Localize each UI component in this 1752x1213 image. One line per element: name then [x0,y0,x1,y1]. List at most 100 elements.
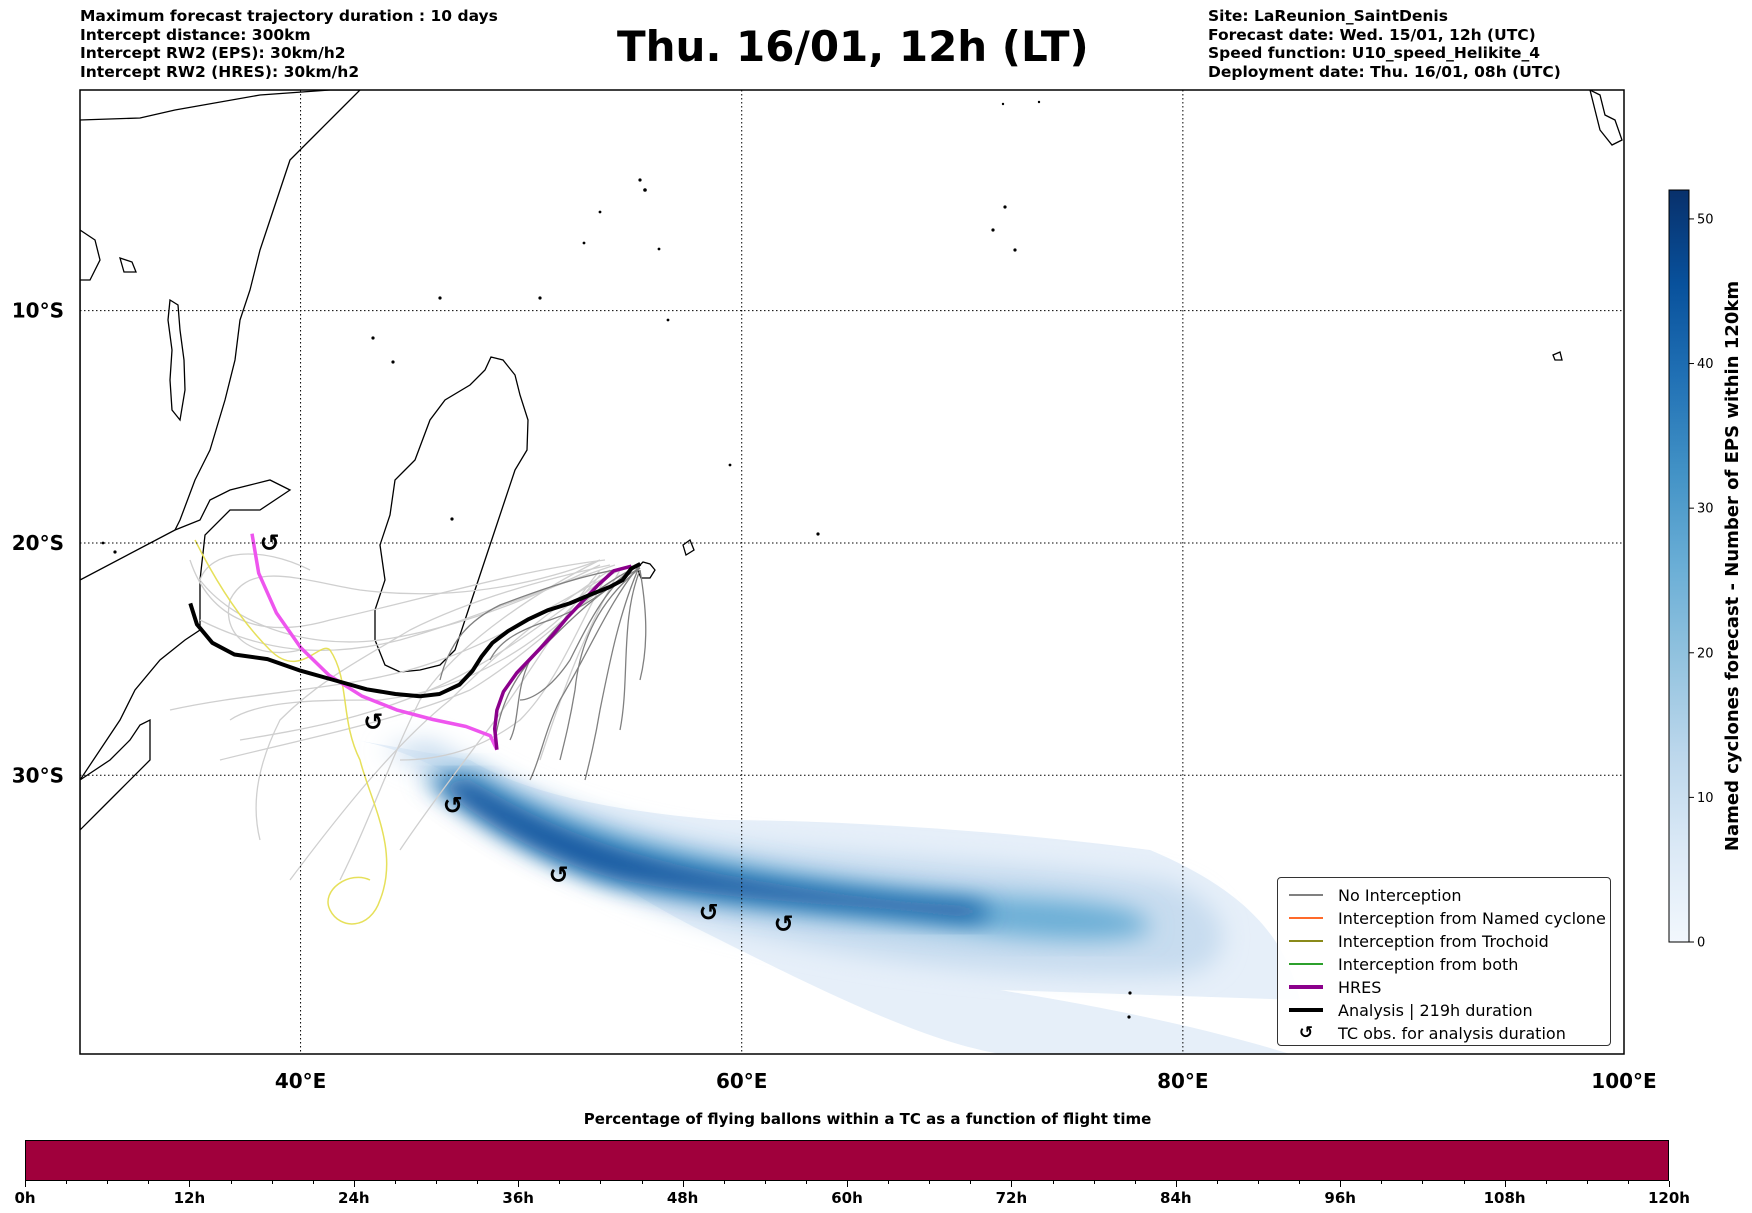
flight-time-tick-mark [436,1181,437,1184]
legend-item: ↺ TC obs. for analysis duration [1278,1022,1566,1044]
colorbar-tick-label: 0 [1697,936,1705,951]
flight-time-tick-mark [230,1181,232,1184]
colorbar-tick-label: 30 [1697,502,1714,517]
flight-time-tick-mark [847,1181,848,1187]
plume-peak [430,780,990,921]
flight-time-tick-label: 0h [14,1189,36,1207]
tc-obs-marker: ↺ [260,529,280,557]
flight-time-tick-mark [1340,1181,1342,1187]
deployment-date-text: Deployment date: Thu. 16/01, 08h (UTC) [1208,62,1561,81]
legend-label: Analysis | 219h duration [1338,1000,1533,1020]
legend-swatch [1286,940,1326,942]
speed-function-text: Speed function: U10_speed_Helikite_4 [1208,44,1541,62]
flight-time-tick-mark [1463,1181,1465,1184]
forecast-date-text: Forecast date: Wed. 15/01, 12h (UTC) [1208,25,1536,44]
flight-time-tick-mark [1175,1181,1177,1187]
flight-time-tick-mark [723,1181,725,1184]
colorbar-label: Named cyclones forecast - Number of EPS … [1722,281,1743,851]
flight-time-tick-mark [970,1181,972,1184]
lake-nyasa [167,298,186,422]
flight-time-tick-mark [1052,1181,1054,1184]
gridlines [80,90,1624,1054]
flight-time-tick-mark [353,1181,355,1187]
flight-time-tick-mark [1299,1181,1301,1184]
hres-light-track [250,533,499,751]
flight-time-tick-mark [189,1181,191,1187]
flight-time-tick-mark [929,1181,931,1184]
flight-time-tick-mark [1258,1181,1259,1184]
y-tick-label: 20°S [12,531,64,555]
colorbar [1668,189,1690,943]
flight-time-tick-mark [1093,1181,1095,1184]
analysis-track [188,562,642,699]
flight-time-tick-mark [1545,1181,1547,1184]
tc-obs-marker: ↺ [699,898,719,926]
flight-time-tick-mark [1011,1181,1013,1187]
legend-label: TC obs. for analysis duration [1338,1023,1566,1043]
flight-time-tick-label: 48h [666,1189,699,1207]
legend-item: Interception from Named cyclone [1278,907,1606,929]
flight-time-tick-mark [600,1181,602,1184]
mauritius [682,538,695,557]
tc-obs-marker: ↺ [549,861,569,889]
site-text: Site: LaReunion_SaintDenis [1208,7,1448,25]
flight-time-tick-mark [518,1181,520,1187]
bottom-bar-title: Percentage of flying ballons within a TC… [583,1110,1152,1128]
flight-time-tick-label: 72h [995,1189,1028,1207]
legend-item: Interception from both [1278,953,1518,975]
flight-time-tick-label: 12h [173,1189,206,1207]
legend-label: No Interception [1338,885,1462,905]
x-tick-label: 40°E [275,1069,327,1093]
map-layers: ↺ ↺ ↺ ↺ ↺ ↺ [80,90,1624,1054]
flight-time-tick-mark [1627,1181,1629,1184]
y-axis-labels: 10°S 20°S 30°S [12,299,64,788]
island-northeast [1589,90,1623,146]
header-right-info: Site: LaReunion_SaintDenis Forecast date… [1208,7,1561,81]
legend-label: Interception from both [1338,954,1519,974]
flight-time-tick-mark [764,1181,766,1184]
plume-core [420,770,1150,940]
flight-time-bar [25,1140,1669,1181]
flight-time-tick-mark [1586,1181,1588,1184]
x-axis-labels: 40°E 60°E 80°E 100°E [275,1069,1657,1093]
flight-time-tick-label: 84h [1160,1189,1192,1207]
lake-tanganyika [80,229,101,281]
tc-obs-marker: ↺ [774,910,794,938]
flight-time-tick-label: 108h [1483,1189,1526,1207]
legend-label: Interception from Named cyclone [1338,908,1606,928]
flight-time-tick-mark [1669,1181,1670,1187]
yellow-trajectory [194,539,388,925]
x-tick-label: 80°E [1157,1069,1209,1093]
y-tick-label: 30°S [12,763,64,787]
x-tick-label: 100°E [1591,1069,1656,1093]
flight-time-tick-label: 60h [831,1189,863,1207]
flight-time-tick-mark [271,1181,273,1184]
map-frame [79,89,1625,1055]
header-left-info: Maximum forecast trajectory duration : 1… [80,7,498,81]
flight-time-tick-mark [66,1181,68,1184]
legend: No Interception Interception from Named c… [1277,877,1611,1046]
legend-line-swatch [1289,940,1323,942]
max-duration-text: Maximum forecast trajectory duration : 1… [80,7,498,25]
flight-time-tick-mark [888,1181,890,1184]
flight-time-tick-mark [1504,1181,1506,1187]
intercept-eps-text: Intercept RW2 (EPS): 30km/h2 [80,44,346,62]
tc-obs-marker: ↺ [443,791,463,819]
tc-obs-marker: ↺ [363,708,383,736]
flight-time-tick-mark [1422,1181,1424,1184]
flight-time-tick-label: 36h [502,1189,534,1207]
africa-mozambique-coast [80,479,292,782]
island-east [1552,351,1563,361]
legend-label: HRES [1338,977,1382,997]
tc-obs-legend-icon: ↺ [1298,1023,1314,1043]
legend-item: Interception from Trochoid [1278,930,1549,952]
flight-time-tick-label: 120h [1648,1189,1690,1207]
flight-time-tick-mark [477,1181,479,1184]
intercept-distance-text: Intercept distance: 300km [80,25,311,44]
colorbar-tick-label: 40 [1697,357,1714,372]
legend-item: HRES [1278,976,1381,998]
legend-line-swatch [1289,985,1323,989]
legend-line-swatch [1289,894,1323,896]
legend-swatch [1286,985,1326,989]
